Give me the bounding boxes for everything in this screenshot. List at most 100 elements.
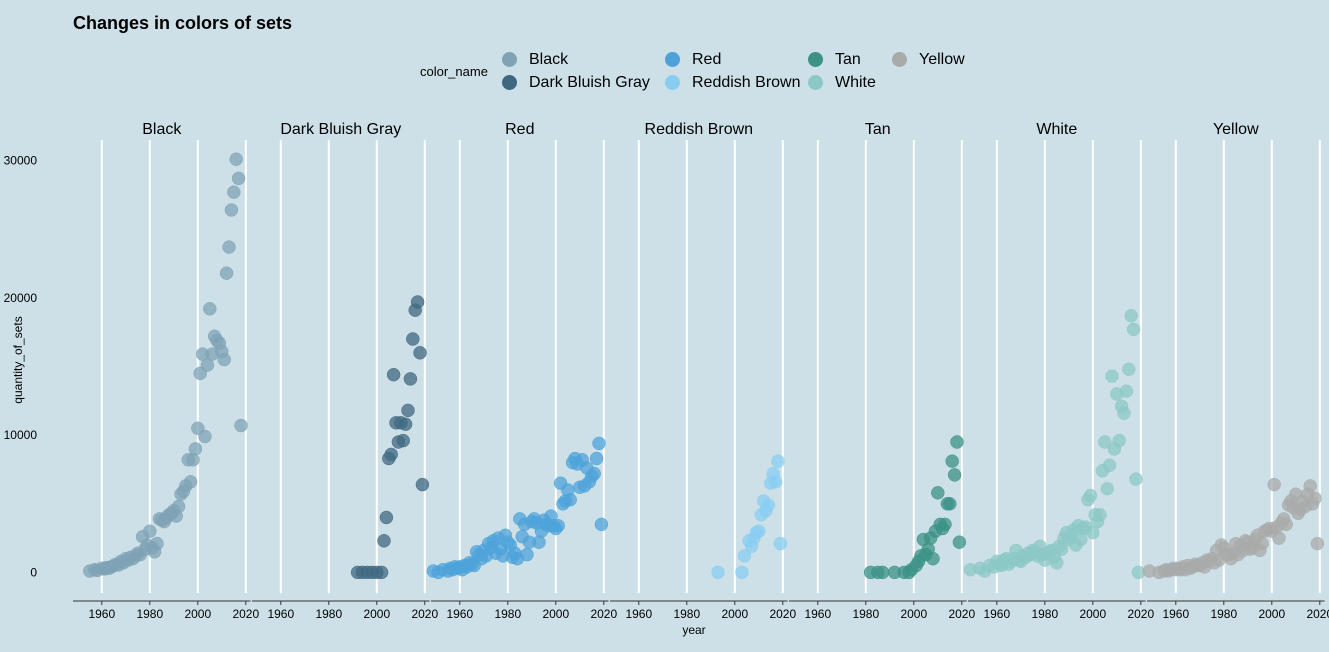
point-black <box>203 302 217 316</box>
point-dark-bluish-gray <box>386 367 401 382</box>
point-black <box>234 418 248 433</box>
x-tick-label: 1980 <box>315 607 342 621</box>
facet-label-white: White <box>1036 121 1077 138</box>
point-yellow <box>1303 479 1317 493</box>
point-white <box>1122 362 1136 376</box>
point-yellow <box>1267 477 1281 492</box>
point-tan <box>943 497 957 511</box>
point-tan <box>938 517 952 532</box>
point-red <box>563 492 577 507</box>
point-yellow <box>1310 536 1325 551</box>
x-tick-label: 1960 <box>625 607 652 621</box>
legend-swatch <box>892 52 907 67</box>
legend-label: Yellow <box>919 51 965 68</box>
legend-swatch <box>665 75 680 90</box>
point-black <box>222 240 236 254</box>
point-dark-bluish-gray <box>413 346 427 360</box>
legend-label: Red <box>692 51 722 68</box>
x-tick-label: 2000 <box>542 607 569 621</box>
point-tan <box>931 486 945 500</box>
legend-swatch <box>502 52 517 67</box>
x-tick-label: 1960 <box>1162 607 1189 621</box>
facet-label-reddish-brown: Reddish Brown <box>645 121 754 138</box>
point-dark-bluish-gray <box>377 534 391 548</box>
x-tick-label: 2020 <box>1127 607 1154 621</box>
point-red <box>520 547 534 562</box>
point-black <box>219 266 234 280</box>
facet-label-red: Red <box>505 121 534 138</box>
facet-label-tan: Tan <box>865 121 891 138</box>
point-white <box>1102 458 1117 473</box>
point-white <box>1124 308 1138 323</box>
legend-swatch <box>808 75 823 90</box>
point-red <box>592 436 606 451</box>
x-tick-label: 1980 <box>852 607 879 621</box>
legend-swatch <box>502 75 517 90</box>
point-dark-bluish-gray <box>415 477 430 492</box>
facet-label-dark-bluish-gray: Dark Bluish Gray <box>280 121 401 138</box>
point-black <box>198 429 212 444</box>
point-white <box>1105 369 1119 383</box>
point-yellow <box>1272 531 1286 545</box>
point-reddish-brown <box>711 565 725 580</box>
facet-label-yellow: Yellow <box>1213 121 1259 138</box>
x-tick-label: 2020 <box>590 607 617 621</box>
x-tick-label: 2000 <box>1258 607 1285 621</box>
x-tick-label: 1980 <box>136 607 163 621</box>
x-tick-label: 2020 <box>232 607 259 621</box>
legend-label: Dark Bluish Gray <box>529 74 650 91</box>
legend-label: Tan <box>835 51 861 68</box>
point-reddish-brown <box>771 454 785 468</box>
point-black <box>231 171 246 186</box>
point-white <box>1083 488 1098 503</box>
x-tick-label: 2000 <box>721 607 748 621</box>
x-tick-label: 2020 <box>411 607 438 621</box>
point-white <box>1100 481 1114 496</box>
point-white <box>1126 322 1141 337</box>
point-black <box>224 203 239 217</box>
point-white <box>1129 472 1143 486</box>
x-tick-label: 1960 <box>267 607 294 621</box>
point-black <box>227 185 241 199</box>
y-tick-label: 10000 <box>4 428 38 442</box>
x-tick-label: 2000 <box>184 607 211 621</box>
x-tick-label: 1960 <box>804 607 831 621</box>
point-dark-bluish-gray <box>406 332 420 346</box>
point-dark-bluish-gray <box>398 417 413 431</box>
x-tick-label: 1960 <box>983 607 1010 621</box>
point-yellow <box>1255 536 1269 551</box>
point-red <box>594 517 609 532</box>
point-reddish-brown <box>761 498 776 512</box>
point-reddish-brown <box>773 536 788 551</box>
legend-label: Black <box>529 51 569 68</box>
legend-label: Reddish Brown <box>692 74 801 91</box>
point-black <box>171 499 186 514</box>
point-red <box>587 466 601 481</box>
point-red <box>532 535 546 549</box>
point-reddish-brown <box>752 524 766 538</box>
y-tick-label: 20000 <box>4 291 38 305</box>
point-black <box>229 152 243 166</box>
point-black <box>217 352 231 367</box>
point-white <box>1074 532 1088 547</box>
point-reddish-brown <box>735 565 749 580</box>
x-tick-label: 2020 <box>948 607 975 621</box>
point-white <box>1093 508 1107 522</box>
x-tick-label: 1960 <box>88 607 115 621</box>
legend-title: color_name <box>420 64 488 79</box>
point-white <box>1119 384 1134 398</box>
y-axis-title: quantity_of_sets <box>11 316 25 403</box>
x-tick-label: 1980 <box>494 607 521 621</box>
point-white <box>1050 556 1064 570</box>
x-tick-label: 2000 <box>1079 607 1106 621</box>
x-tick-label: 1980 <box>1210 607 1237 621</box>
chart-title: Changes in colors of sets <box>73 13 293 33</box>
x-tick-label: 2020 <box>1306 607 1329 621</box>
point-dark-bluish-gray <box>384 447 398 462</box>
y-tick-label: 0 <box>30 565 37 579</box>
point-tan <box>950 435 964 449</box>
point-black <box>188 442 203 456</box>
x-tick-label: 1980 <box>673 607 700 621</box>
x-tick-label: 2000 <box>363 607 390 621</box>
x-axis-title: year <box>682 623 705 637</box>
